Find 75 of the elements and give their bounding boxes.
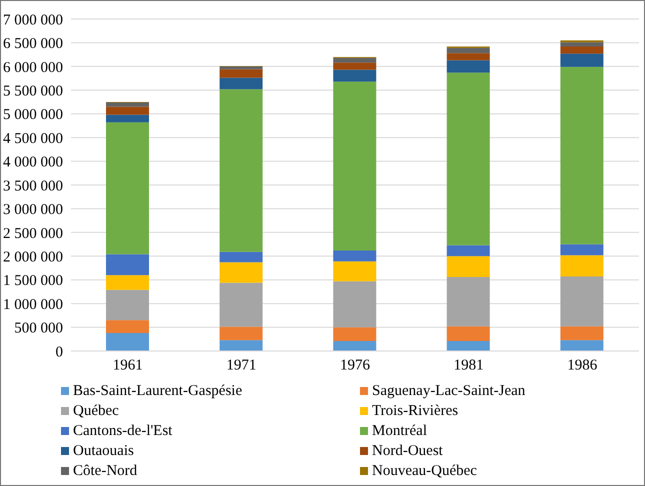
bar <box>333 281 376 328</box>
y-tick-label: 6 500 000 <box>3 36 63 52</box>
bar <box>106 114 149 122</box>
bar <box>333 70 376 82</box>
legend-label: Trois-Rivières <box>372 402 458 421</box>
y-tick-label: 500 000 <box>14 320 63 337</box>
legend-label: Nord-Ouest <box>372 442 443 461</box>
bar <box>333 62 376 70</box>
bar <box>220 262 263 283</box>
bar <box>560 244 604 256</box>
bar <box>446 341 490 351</box>
legend-label: Bas-Saint-Laurent-Gaspésie <box>73 382 242 401</box>
y-tick-label: 1 000 000 <box>3 296 63 313</box>
x-tick-label: 1961 <box>112 358 143 374</box>
bar <box>220 340 263 351</box>
bar <box>220 69 263 78</box>
y-tick-label: 5 000 000 <box>3 107 63 124</box>
legend-label: Québec <box>73 402 119 421</box>
bar <box>220 282 263 327</box>
bar <box>220 326 263 340</box>
bar <box>560 42 604 47</box>
bar <box>333 261 376 282</box>
x-tick-label: 1981 <box>454 358 484 374</box>
y-tick-label: 6 000 000 <box>3 60 63 76</box>
bar <box>220 252 263 262</box>
bar <box>560 46 604 54</box>
bar <box>220 89 263 252</box>
legend-label: Outaouais <box>73 442 134 461</box>
bar <box>106 254 149 276</box>
y-tick-label: 1 500 000 <box>3 273 63 290</box>
bar <box>106 290 149 320</box>
y-tick-label: 2 000 000 <box>3 249 63 266</box>
legend-label: Cantons-de-l'Est <box>73 422 172 441</box>
bar <box>560 255 604 277</box>
legend-label: Saguenay-Lac-Saint-Jean <box>372 382 526 401</box>
bar <box>560 54 604 67</box>
bar <box>333 58 376 63</box>
bar <box>446 326 490 342</box>
bar <box>560 340 604 351</box>
x-tick-label: 1976 <box>340 358 370 374</box>
x-tick-label: 1986 <box>567 358 598 374</box>
legend-label: Montréal <box>372 422 427 441</box>
bar <box>446 53 490 60</box>
bar <box>333 341 376 351</box>
y-tick-label: 3 500 000 <box>3 178 63 194</box>
bar <box>446 72 490 246</box>
bar <box>333 327 376 342</box>
legend-label: Côte-Nord <box>73 462 138 481</box>
bar <box>106 275 149 290</box>
bar <box>446 245 490 256</box>
bar <box>220 66 263 70</box>
y-tick-label: 2 500 000 <box>3 226 63 242</box>
bar <box>106 320 149 333</box>
bar <box>446 277 490 326</box>
bar <box>106 332 149 351</box>
bar <box>446 60 490 73</box>
y-tick-label: 3 000 000 <box>3 202 63 218</box>
y-tick-label: 4 000 000 <box>3 154 63 171</box>
bar <box>333 250 376 262</box>
x-tick-label: 1971 <box>226 358 256 374</box>
legend-label: Nouveau-Québec <box>372 462 477 481</box>
bar <box>446 256 490 278</box>
bar <box>446 48 490 54</box>
y-tick-label: 5 500 000 <box>3 83 63 100</box>
y-tick-label: 0 <box>56 344 63 360</box>
bar <box>106 122 149 254</box>
bar <box>106 102 149 107</box>
bar <box>560 276 604 326</box>
bar <box>220 78 263 90</box>
bar <box>560 66 604 244</box>
y-tick-label: 4 500 000 <box>3 130 63 147</box>
y-tick-label: 7 000 000 <box>3 12 63 28</box>
bar <box>333 82 376 250</box>
bar <box>106 106 149 115</box>
bar <box>560 326 604 340</box>
